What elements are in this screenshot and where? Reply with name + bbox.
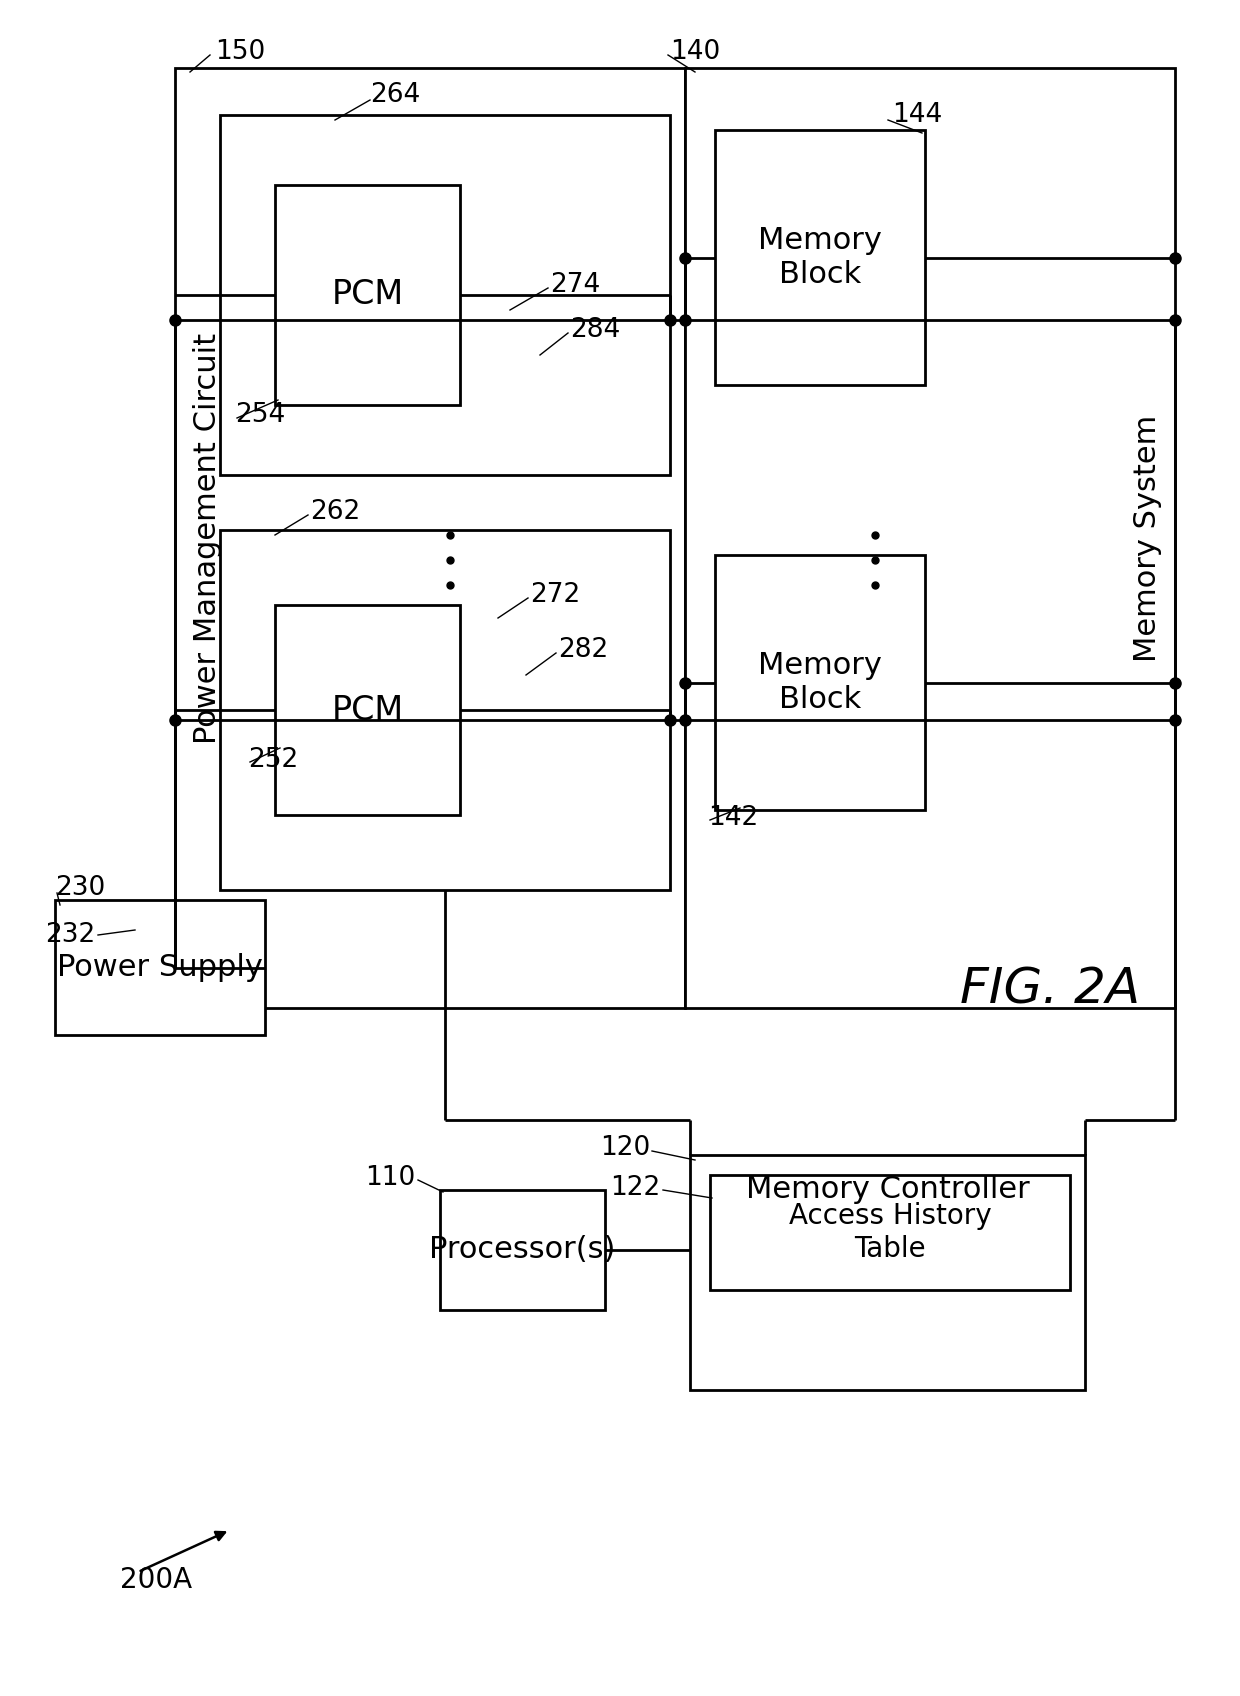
Text: Memory System: Memory System [1132,414,1162,661]
Text: 122: 122 [610,1175,660,1201]
Text: 142: 142 [708,806,758,831]
Bar [275,605,460,816]
Text: Memory
Block: Memory Block [758,651,882,714]
Text: FIG. 2A: FIG. 2A [960,967,1140,1014]
Text: 120: 120 [600,1135,650,1162]
Text: 284: 284 [570,317,620,343]
Text: Power Supply: Power Supply [57,953,263,982]
Text: 200A: 200A [120,1565,192,1594]
Text: 274: 274 [551,271,600,298]
Bar [684,68,1176,1007]
Text: 264: 264 [370,81,420,109]
Text: Access History
Table: Access History Table [789,1202,991,1264]
Bar [715,131,925,385]
Text: 140: 140 [670,39,720,64]
Text: 230: 230 [55,875,105,901]
Bar [175,68,684,1007]
Text: 254: 254 [236,402,285,427]
Bar [219,115,670,475]
Text: Memory
Block: Memory Block [758,226,882,288]
Bar [275,185,460,405]
Text: 252: 252 [248,746,299,773]
Bar [715,555,925,811]
Text: 144: 144 [892,102,942,127]
Text: 262: 262 [310,499,361,526]
Text: Memory Controller: Memory Controller [745,1175,1029,1204]
Text: PCM: PCM [331,694,403,726]
Text: 150: 150 [215,39,265,64]
Bar [440,1191,605,1309]
Bar [219,529,670,890]
Text: 232: 232 [45,923,95,948]
Text: 282: 282 [558,638,609,663]
Text: 272: 272 [529,582,580,607]
Text: Processor(s): Processor(s) [429,1235,616,1265]
Text: Power Management Circuit: Power Management Circuit [193,332,222,743]
Bar [711,1175,1070,1291]
Bar [55,901,265,1035]
Bar [689,1155,1085,1391]
Text: 110: 110 [365,1165,415,1191]
Text: PCM: PCM [331,278,403,312]
